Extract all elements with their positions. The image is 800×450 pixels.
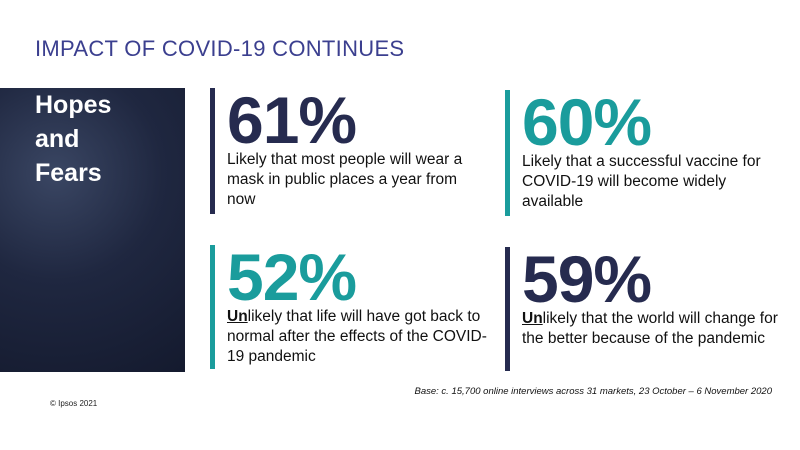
panel-line: Hopes	[35, 91, 112, 119]
title: IMPACT OF COVID-19 CONTINUES	[35, 36, 405, 61]
panel-text: Hopes and Fears	[35, 88, 111, 190]
stat-text-rest: likely that the world will change for th…	[522, 310, 778, 347]
stat-value: 61%	[227, 83, 357, 157]
stat-text: Unlikely that life will have got back to…	[227, 307, 487, 367]
panel-background	[0, 88, 185, 372]
stat-value: 59%	[522, 242, 652, 316]
stat: 60% Likely that a successful vaccine for…	[505, 85, 782, 216]
stat-text: Likely that a successful vaccine for COV…	[522, 153, 761, 210]
stat: 52% Unlikely that life will have got bac…	[210, 240, 487, 369]
panel-line: Fears	[35, 159, 102, 187]
emphasis: Un	[522, 310, 543, 327]
stat-text: Likely that most people will wear a mask…	[227, 151, 463, 208]
stat: 59% Unlikely that the world will change …	[505, 242, 782, 371]
emphasis: Un	[227, 308, 248, 325]
stat-text-rest: likely that life will have got back to n…	[227, 308, 487, 365]
stat-value: 60%	[522, 85, 652, 159]
stat-text: Unlikely that the world will change for …	[522, 309, 782, 349]
base-note: Base: c. 15,700 online interviews across…	[414, 386, 773, 397]
stat-value: 52%	[227, 240, 357, 314]
copyright: © Ipsos 2021	[50, 399, 98, 408]
panel-line: and	[35, 125, 80, 153]
stat: 61% Likely that most people will wear a …	[210, 83, 487, 214]
